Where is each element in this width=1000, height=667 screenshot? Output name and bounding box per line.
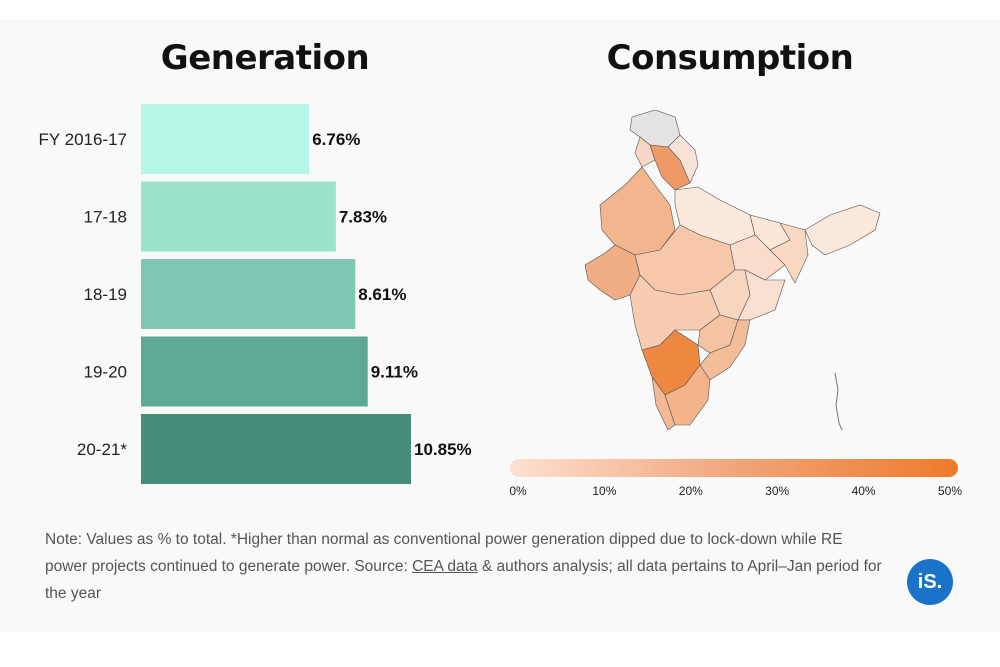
bar-2 bbox=[141, 259, 356, 329]
color-scale-ticks: 0% 10% 20% 30% 40% 50% bbox=[509, 484, 962, 502]
category-label: 17-18 bbox=[84, 208, 127, 227]
value-label: 9.11% bbox=[371, 363, 418, 382]
scale-tick-label: 30% bbox=[765, 484, 790, 498]
bar-0 bbox=[141, 104, 310, 174]
scale-tick-label: 10% bbox=[592, 484, 617, 498]
scale-tick-label: 50% bbox=[937, 484, 963, 498]
category-label: FY 2016-17 bbox=[38, 130, 127, 149]
scale-tick-label: 0% bbox=[509, 484, 527, 498]
footnote-text-before: Note: Values as % to total. *Higher than… bbox=[45, 531, 843, 575]
category-label: 20-21* bbox=[77, 440, 127, 459]
scale-tick-label: 20% bbox=[678, 484, 703, 498]
footnote-text-after: & authors analysis; all data pertains to… bbox=[45, 558, 882, 602]
value-label: 7.83% bbox=[339, 208, 387, 227]
bar-4 bbox=[141, 414, 411, 484]
value-label: 6.76% bbox=[312, 130, 360, 149]
value-label: 10.85% bbox=[414, 440, 472, 459]
footnote: Note: Values as % to total. *Higher than… bbox=[45, 526, 885, 607]
value-label: 8.61% bbox=[358, 285, 406, 304]
consumption-color-scale bbox=[510, 459, 958, 477]
india-consumption-map bbox=[584, 109, 881, 431]
generation-bar-chart: FY 2016-17 6.76% 17-18 7.83% 18-19 8.61% 19-20… bbox=[38, 104, 472, 484]
consumption-title: Consumption bbox=[606, 38, 854, 78]
category-label: 18-19 bbox=[84, 285, 127, 304]
indiaspend-logo[interactable]: iS. bbox=[907, 559, 953, 605]
generation-title: Generation bbox=[160, 38, 370, 78]
category-label: 19-20 bbox=[84, 363, 127, 382]
bar-1 bbox=[141, 181, 336, 252]
scale-tick-label: 40% bbox=[851, 484, 876, 498]
cea-data-link[interactable]: CEA data bbox=[412, 558, 478, 575]
bar-3 bbox=[141, 336, 368, 407]
